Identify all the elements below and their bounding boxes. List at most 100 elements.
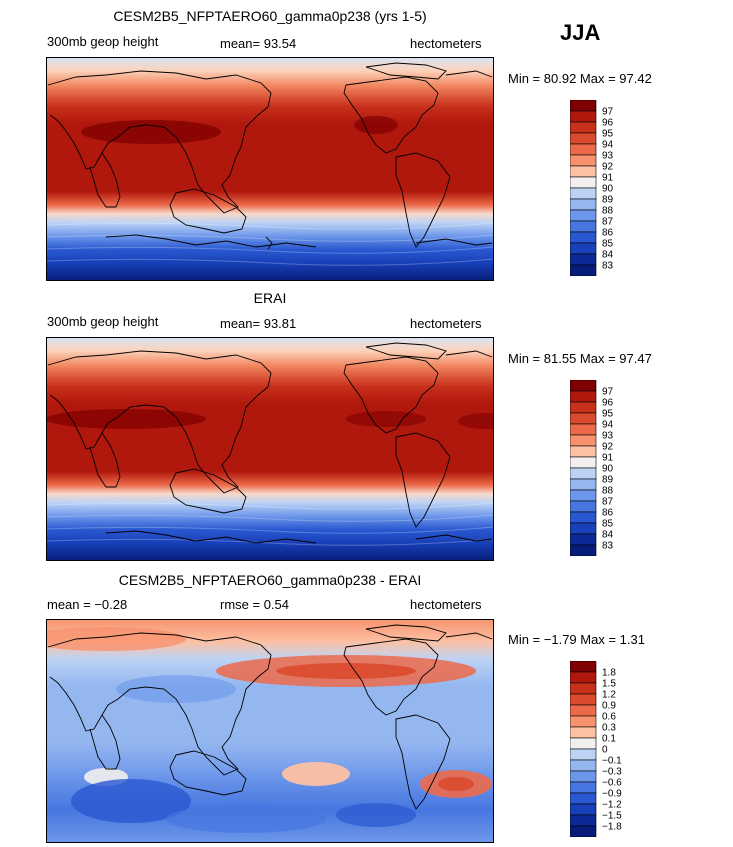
colorbar-box	[569, 390, 597, 403]
colorbar-box	[569, 242, 597, 255]
colorbar-box	[569, 825, 597, 838]
colorbar-box	[569, 715, 597, 728]
colorbar-box	[569, 412, 597, 425]
panel3-coastlines	[47, 624, 493, 810]
colorbar-tick-label: 83	[602, 261, 614, 272]
panel2-pacific-max	[458, 413, 494, 429]
panel1-minmax: Min = 80.92 Max = 97.42	[508, 71, 652, 86]
panel3-map	[46, 619, 494, 843]
colorbar-box	[569, 792, 597, 805]
colorbar-tick-label: 93	[602, 151, 614, 162]
panel2-minmax: Min = 81.55 Max = 97.47	[508, 351, 652, 366]
panel1-field	[46, 57, 494, 281]
colorbar-tick-label: 84	[602, 250, 614, 261]
panel2-colorbar: 97 96 95 94 93 92 91 90 89 88 87 86 85 84 83	[569, 379, 660, 561]
colorbar-box	[569, 781, 597, 794]
panel1-coastlines	[47, 62, 493, 250]
colorbar-box	[569, 143, 597, 156]
colorbar-box	[569, 544, 597, 557]
panel2-frame	[46, 337, 494, 561]
colorbar-box	[569, 165, 597, 178]
colorbar-box	[569, 445, 597, 458]
colorbar-box	[569, 737, 597, 750]
panel2-field	[46, 337, 494, 561]
colorbar-tick-label: −0.1	[602, 756, 622, 767]
colorbar-box	[569, 759, 597, 772]
panel1-colorbar: 97 96 95 94 93 92 91 90 89 88 87 86 85 84 83	[569, 99, 660, 281]
colorbar-tick-label: −0.9	[602, 789, 622, 800]
colorbar-tick-label: −1.2	[602, 800, 622, 811]
colorbar-tick-label: 0.3	[602, 723, 616, 734]
panel2-variable-label: 300mb geop height	[47, 314, 159, 329]
colorbar-tick-label: 90	[602, 464, 614, 475]
colorbar-tick-label: 89	[602, 475, 614, 486]
colorbar-tick-label: 93	[602, 431, 614, 442]
panel3-so-negative2	[166, 805, 326, 833]
panel1-units-label: hectometers	[410, 36, 482, 51]
colorbar-box	[569, 693, 597, 706]
colorbar-box	[569, 660, 597, 673]
panel3-arctic-positive	[46, 627, 186, 651]
panel3-nh-positive-core	[276, 663, 416, 679]
panel2-namerica-max	[346, 411, 426, 427]
colorbar-tick-label: 97	[602, 107, 614, 118]
colorbar-tick-label: 0.9	[602, 701, 616, 712]
colorbar-tick-label: 94	[602, 420, 614, 431]
colorbar-tick-label: 84	[602, 530, 614, 541]
panel2-units-label: hectometers	[410, 316, 482, 331]
colorbar-box	[569, 154, 597, 167]
colorbar-box	[569, 478, 597, 491]
colorbar-box	[569, 511, 597, 524]
panel3-spac-positive	[282, 762, 350, 786]
colorbar-tick-label: 0.6	[602, 712, 616, 723]
panel1-asia-max	[81, 120, 221, 144]
colorbar-box	[569, 209, 597, 222]
colorbar-box	[569, 176, 597, 189]
panel1-title: CESM2B5_NFPTAERO60_gamma0p238 (yrs 1-5)	[113, 8, 427, 24]
colorbar-box	[569, 198, 597, 211]
colorbar-tick-label: −0.6	[602, 778, 622, 789]
colorbar-box	[569, 533, 597, 546]
colorbar-box	[569, 500, 597, 513]
panel3-rmse-label: rmse = 0.54	[220, 597, 290, 612]
colorbar-box	[569, 671, 597, 684]
panel3-asia-negative	[116, 675, 236, 703]
colorbar-tick-label: 94	[602, 140, 614, 151]
colorbar-box	[569, 253, 597, 266]
colorbar-box	[569, 803, 597, 816]
colorbar-tick-label: 87	[602, 217, 614, 228]
colorbar-box	[569, 434, 597, 447]
colorbar-tick-label: 86	[602, 508, 614, 519]
colorbar-box	[569, 726, 597, 739]
colorbar-tick-label: 0	[602, 745, 608, 756]
colorbar-box	[569, 264, 597, 277]
colorbar-tick-label: 91	[602, 173, 614, 184]
colorbar-tick-label: 88	[602, 486, 614, 497]
colorbar-box	[569, 489, 597, 502]
colorbar-tick-label: 0.1	[602, 734, 616, 745]
colorbar-box	[569, 423, 597, 436]
panel3-minmax: Min = −1.79 Max = 1.31	[508, 632, 645, 647]
panel3-so-negative	[71, 779, 191, 823]
colorbar-box	[569, 456, 597, 469]
panel1-mean-label: mean= 93.54	[220, 36, 297, 51]
colorbar-box	[569, 231, 597, 244]
colorbar-box	[569, 467, 597, 480]
panel1-namerica-max	[354, 116, 398, 134]
colorbar-tick-label: 95	[602, 409, 614, 420]
colorbar-tick-label: 95	[602, 129, 614, 140]
colorbar-tick-label: −0.3	[602, 767, 622, 778]
colorbar-tick-label: 86	[602, 228, 614, 239]
colorbar-tick-label: 92	[602, 162, 614, 173]
panel2-map	[46, 337, 494, 561]
panel1-variable-label: 300mb geop height	[47, 34, 159, 49]
panel3-title: CESM2B5_NFPTAERO60_gamma0p238 - ERAI	[118, 572, 422, 588]
panel2-title: ERAI	[253, 290, 287, 306]
panel1-map	[46, 57, 494, 281]
colorbar-box	[569, 132, 597, 145]
colorbar-box	[569, 401, 597, 414]
panel3-units-label: hectometers	[410, 597, 482, 612]
colorbar-box	[569, 704, 597, 717]
colorbar-box	[569, 770, 597, 783]
colorbar-tick-label: 91	[602, 453, 614, 464]
